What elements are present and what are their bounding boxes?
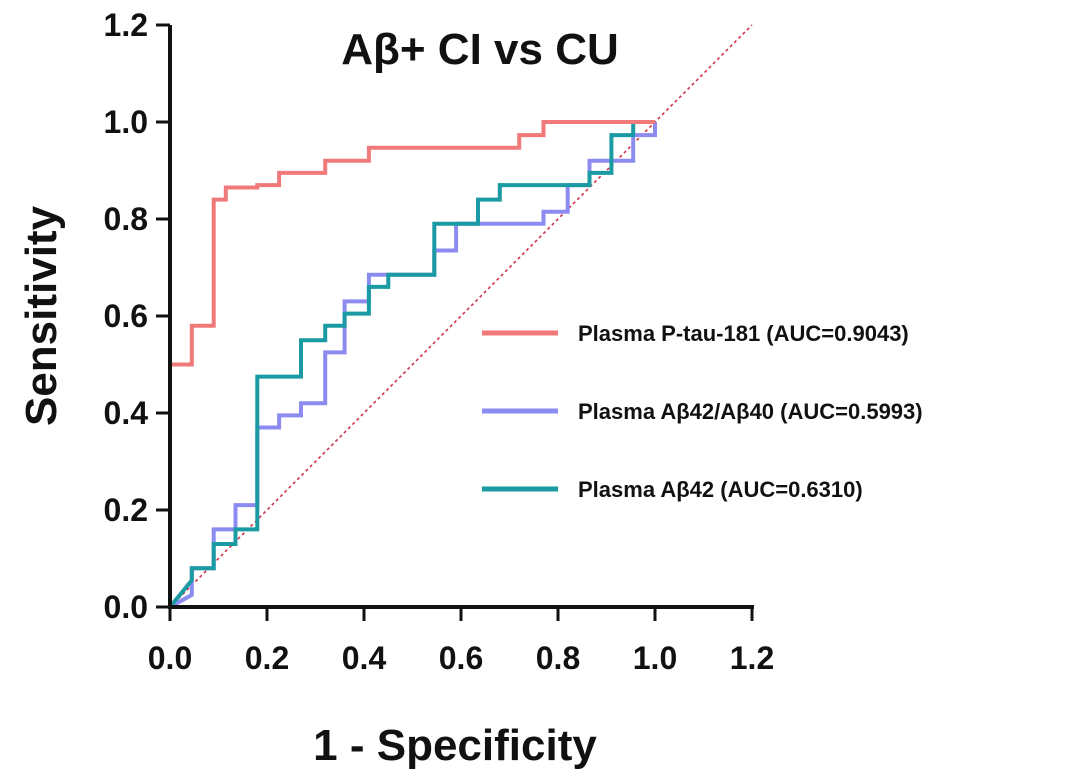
x-tick-label: 0.0 <box>148 640 192 676</box>
roc-curves <box>168 120 657 609</box>
x-axis-ticks: 0.0 0.2 0.4 0.6 0.8 1.0 1.2 <box>148 607 774 676</box>
y-tick-label: 0.2 <box>104 492 148 528</box>
y-tick-label: 0.8 <box>104 201 148 237</box>
y-tick-label: 0.0 <box>104 589 148 625</box>
legend-label: Plasma Aβ42 (AUC=0.6310) <box>578 477 863 502</box>
legend: Plasma P-tau-181 (AUC=0.9043) Plasma Aβ42… <box>482 321 923 502</box>
y-axis-ticks: 0.0 0.2 0.4 0.6 0.8 1.0 1.2 <box>104 7 170 625</box>
x-tick-label: 0.4 <box>342 640 387 676</box>
chart-title: Aβ+ CI vs CU <box>341 25 619 74</box>
roc-curve-1 <box>168 120 655 607</box>
y-tick-label: 1.2 <box>104 7 148 43</box>
x-tick-label: 1.2 <box>730 640 774 676</box>
x-tick-label: 0.6 <box>439 640 483 676</box>
legend-label: Plasma P-tau-181 (AUC=0.9043) <box>578 321 909 346</box>
y-tick-label: 0.6 <box>104 298 148 334</box>
legend-label: Plasma Aβ42/Aβ40 (AUC=0.5993) <box>578 399 923 424</box>
y-tick-label: 0.4 <box>104 395 149 431</box>
x-tick-label: 1.0 <box>633 640 677 676</box>
y-axis-title: Sensitivity <box>17 205 66 426</box>
x-tick-label: 0.8 <box>536 640 580 676</box>
x-tick-label: 0.2 <box>245 640 289 676</box>
roc-curve-3 <box>168 120 655 609</box>
x-axis-title: 1 - Specificity <box>313 721 597 770</box>
y-tick-label: 1.0 <box>104 104 148 140</box>
